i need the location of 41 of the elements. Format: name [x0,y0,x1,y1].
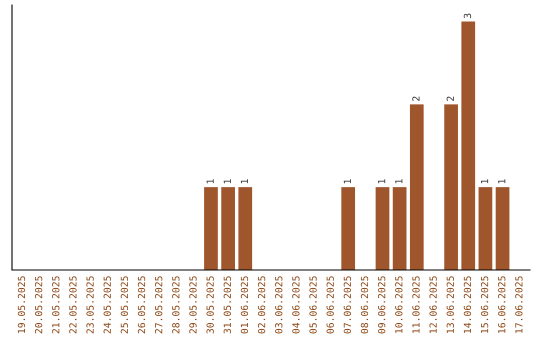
x-tick-label: 07.06.2025 [344,276,352,334]
x-tick-label: 08.06.2025 [360,276,368,334]
x-tick-label: 19.05.2025 [18,276,26,333]
x-tick-label: 12.06.2025 [429,276,437,333]
data-label: 1 [481,179,488,184]
data-label: 1 [498,179,506,184]
x-tick-label: 13.06.2025 [446,276,454,333]
x-tick-label: 20.05.2025 [34,276,42,334]
x-tick-label: 21.05.2025 [52,276,60,334]
x-tick-label: 15.06.2025 [480,276,488,333]
data-label: 1 [378,179,386,184]
x-tick-label: 05.06.2025 [309,276,317,334]
x-tick-label: 29.05.2025 [189,276,197,334]
data-label: 3 [464,14,472,18]
x-tick-label: 10.06.2025 [395,276,402,333]
data-label: 2 [412,96,420,101]
x-tick-label: 24.05.2025 [104,276,111,334]
x-tick-label: 01.06.2025 [240,276,248,334]
x-tick-label: 25.05.2025 [120,276,128,334]
x-tick-label: 23.05.2025 [86,276,94,334]
x-tick-label: 26.05.2025 [138,276,146,334]
x-tick-label: 14.06.2025 [464,276,472,333]
x-tick-label: 03.06.2025 [275,276,282,334]
x-tick-label: 11.06.2025 [412,276,420,333]
x-tick-label: 31.05.2025 [224,276,231,334]
x-tick-label: 06.06.2025 [326,276,334,334]
data-label: 1 [240,179,248,184]
x-tick-label: 16.06.2025 [498,276,506,333]
x-tick-label: 17.06.2025 [515,276,523,333]
data-label: 1 [395,179,402,184]
data-label: 1 [344,179,351,184]
x-tick-label: 09.06.2025 [378,276,386,334]
data-label: 1 [224,179,231,184]
x-tick-label: 30.05.2025 [206,276,214,334]
x-tick-label: 02.06.2025 [258,276,266,334]
x-tick-label: 22.05.2025 [69,276,77,334]
x-tick-label: 04.06.2025 [292,276,300,334]
data-label: 2 [446,96,454,101]
x-tick-label: 28.05.2025 [172,276,180,334]
data-label: 1 [206,179,214,184]
x-tick-label: 27.05.2025 [155,276,162,334]
